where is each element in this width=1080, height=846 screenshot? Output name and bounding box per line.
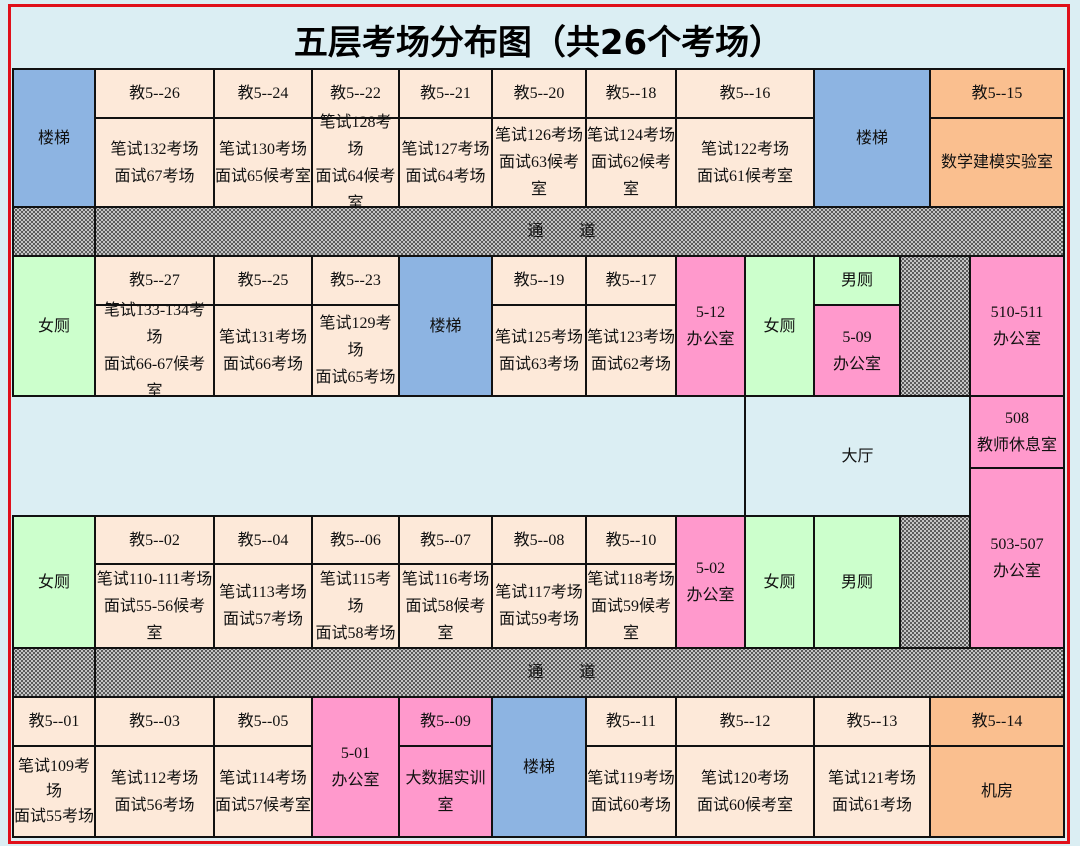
office-510-511: 510-511 办公室 — [969, 255, 1065, 397]
room-label: 教5--02 — [94, 515, 215, 565]
room-label: 教5--11 — [585, 696, 677, 747]
womens-restroom: 女厕 — [744, 515, 815, 649]
room-label: 教5--01 — [12, 696, 96, 747]
room-label: 教5--24 — [213, 68, 313, 119]
room-info: 笔试112考场 面试56考场 — [94, 745, 215, 838]
room-info: 笔试126考场 面试63候考室 — [491, 117, 587, 208]
room-info: 笔试109考 场 面试55考场 — [12, 745, 96, 838]
room-label: 教5--25 — [213, 255, 313, 306]
room-info: 笔试120考场 面试60候考室 — [675, 745, 815, 838]
mens-restroom: 男厕 — [813, 255, 901, 306]
room-info: 笔试113考场 面试57考场 — [213, 563, 313, 649]
corridor-south: 通道 — [94, 647, 1065, 698]
room-label: 教5--06 — [311, 515, 400, 565]
room-info: 笔试119考场 面试60考场 — [585, 745, 677, 838]
page-title: 五层考场分布图（共26个考场） — [293, 22, 784, 63]
stairs-middle: 楼梯 — [398, 255, 493, 397]
room-label: 教5--04 — [213, 515, 313, 565]
womens-restroom: 女厕 — [12, 515, 96, 649]
room-info: 笔试114考场 面试57候考室 — [213, 745, 313, 838]
red-frame — [8, 4, 1070, 844]
room-info: 笔试125考场 面试63考场 — [491, 304, 587, 397]
hatched-area — [899, 255, 971, 397]
room-label: 教5--14 — [929, 696, 1065, 747]
room-info: 数学建模实验室 — [929, 117, 1065, 208]
office-5-12: 5-12 办公室 — [675, 255, 746, 397]
room-info: 笔试128考场 面试64候考室 — [311, 114, 400, 212]
room-label: 教5--09 — [398, 696, 493, 747]
corridor-north: 通道 — [94, 206, 1065, 257]
room-label: 教5--13 — [813, 696, 931, 747]
room-info: 笔试132考场 面试67考场 — [94, 117, 215, 208]
office-5-09: 5-09 办公室 — [813, 304, 901, 397]
corridor-label: 通道 — [527, 223, 632, 240]
room-label: 教5--18 — [585, 68, 677, 119]
room-label: 教5--23 — [311, 255, 400, 306]
room-label: 教5--21 — [398, 68, 493, 119]
room-label: 教5--15 — [929, 68, 1065, 119]
stairs-ne: 楼梯 — [813, 68, 931, 208]
room-info: 笔试127考场 面试64考场 — [398, 117, 493, 208]
room-info: 笔试115考场 面试58考场 — [311, 563, 400, 649]
room-info: 笔试117考场 面试59考场 — [491, 563, 587, 649]
room-label: 教5--16 — [675, 68, 815, 119]
room-info: 笔试131考场 面试66考场 — [213, 304, 313, 397]
hatched-area — [899, 515, 971, 649]
room-label: 教5--10 — [585, 515, 677, 565]
room-info: 笔试130考场 面试65候考室 — [213, 117, 313, 208]
room-info: 笔试124考场 面试62候考室 — [585, 117, 677, 208]
room-info: 笔试110-111考场 面试55-56候考室 — [94, 563, 215, 649]
womens-restroom: 女厕 — [744, 255, 815, 397]
mens-restroom: 男厕 — [813, 515, 901, 649]
room-info: 笔试116考场 面试58候考室 — [398, 563, 493, 649]
room-label: 教5--05 — [213, 696, 313, 747]
stairs-nw: 楼梯 — [12, 68, 96, 208]
room-info: 笔试121考场 面试61考场 — [813, 745, 931, 838]
hall: 大厅 — [744, 395, 971, 517]
room-label: 教5--03 — [94, 696, 215, 747]
room-info: 机房 — [929, 745, 1065, 838]
office-508: 508 教师休息室 — [969, 395, 1065, 469]
room-info: 大数据实训室 — [398, 745, 493, 838]
office-5-01: 5-01 办公室 — [311, 696, 400, 838]
hall-open-area — [12, 395, 746, 517]
room-label: 教5--20 — [491, 68, 587, 119]
corridor-hatch — [12, 647, 96, 698]
stairs-south: 楼梯 — [491, 696, 587, 838]
room-label: 教5--26 — [94, 68, 215, 119]
room-info: 笔试133-134考场 面试66-67候考室 — [94, 302, 215, 400]
womens-restroom: 女厕 — [12, 255, 96, 397]
room-label: 教5--17 — [585, 255, 677, 306]
corridor-hatch — [12, 206, 96, 257]
room-info: 笔试129考场 面试65考场 — [311, 304, 400, 397]
room-label: 教5--19 — [491, 255, 587, 306]
corridor-label: 通道 — [527, 664, 632, 681]
room-label: 教5--08 — [491, 515, 587, 565]
office-5-02: 5-02 办公室 — [675, 515, 746, 649]
room-info: 笔试123考场 面试62考场 — [585, 304, 677, 397]
room-label: 教5--07 — [398, 515, 493, 565]
room-info: 笔试118考场 面试59候考室 — [585, 563, 677, 649]
room-label: 教5--12 — [675, 696, 815, 747]
room-info: 笔试122考场 面试61候考室 — [675, 117, 815, 208]
office-503-507: 503-507 办公室 — [969, 467, 1065, 649]
